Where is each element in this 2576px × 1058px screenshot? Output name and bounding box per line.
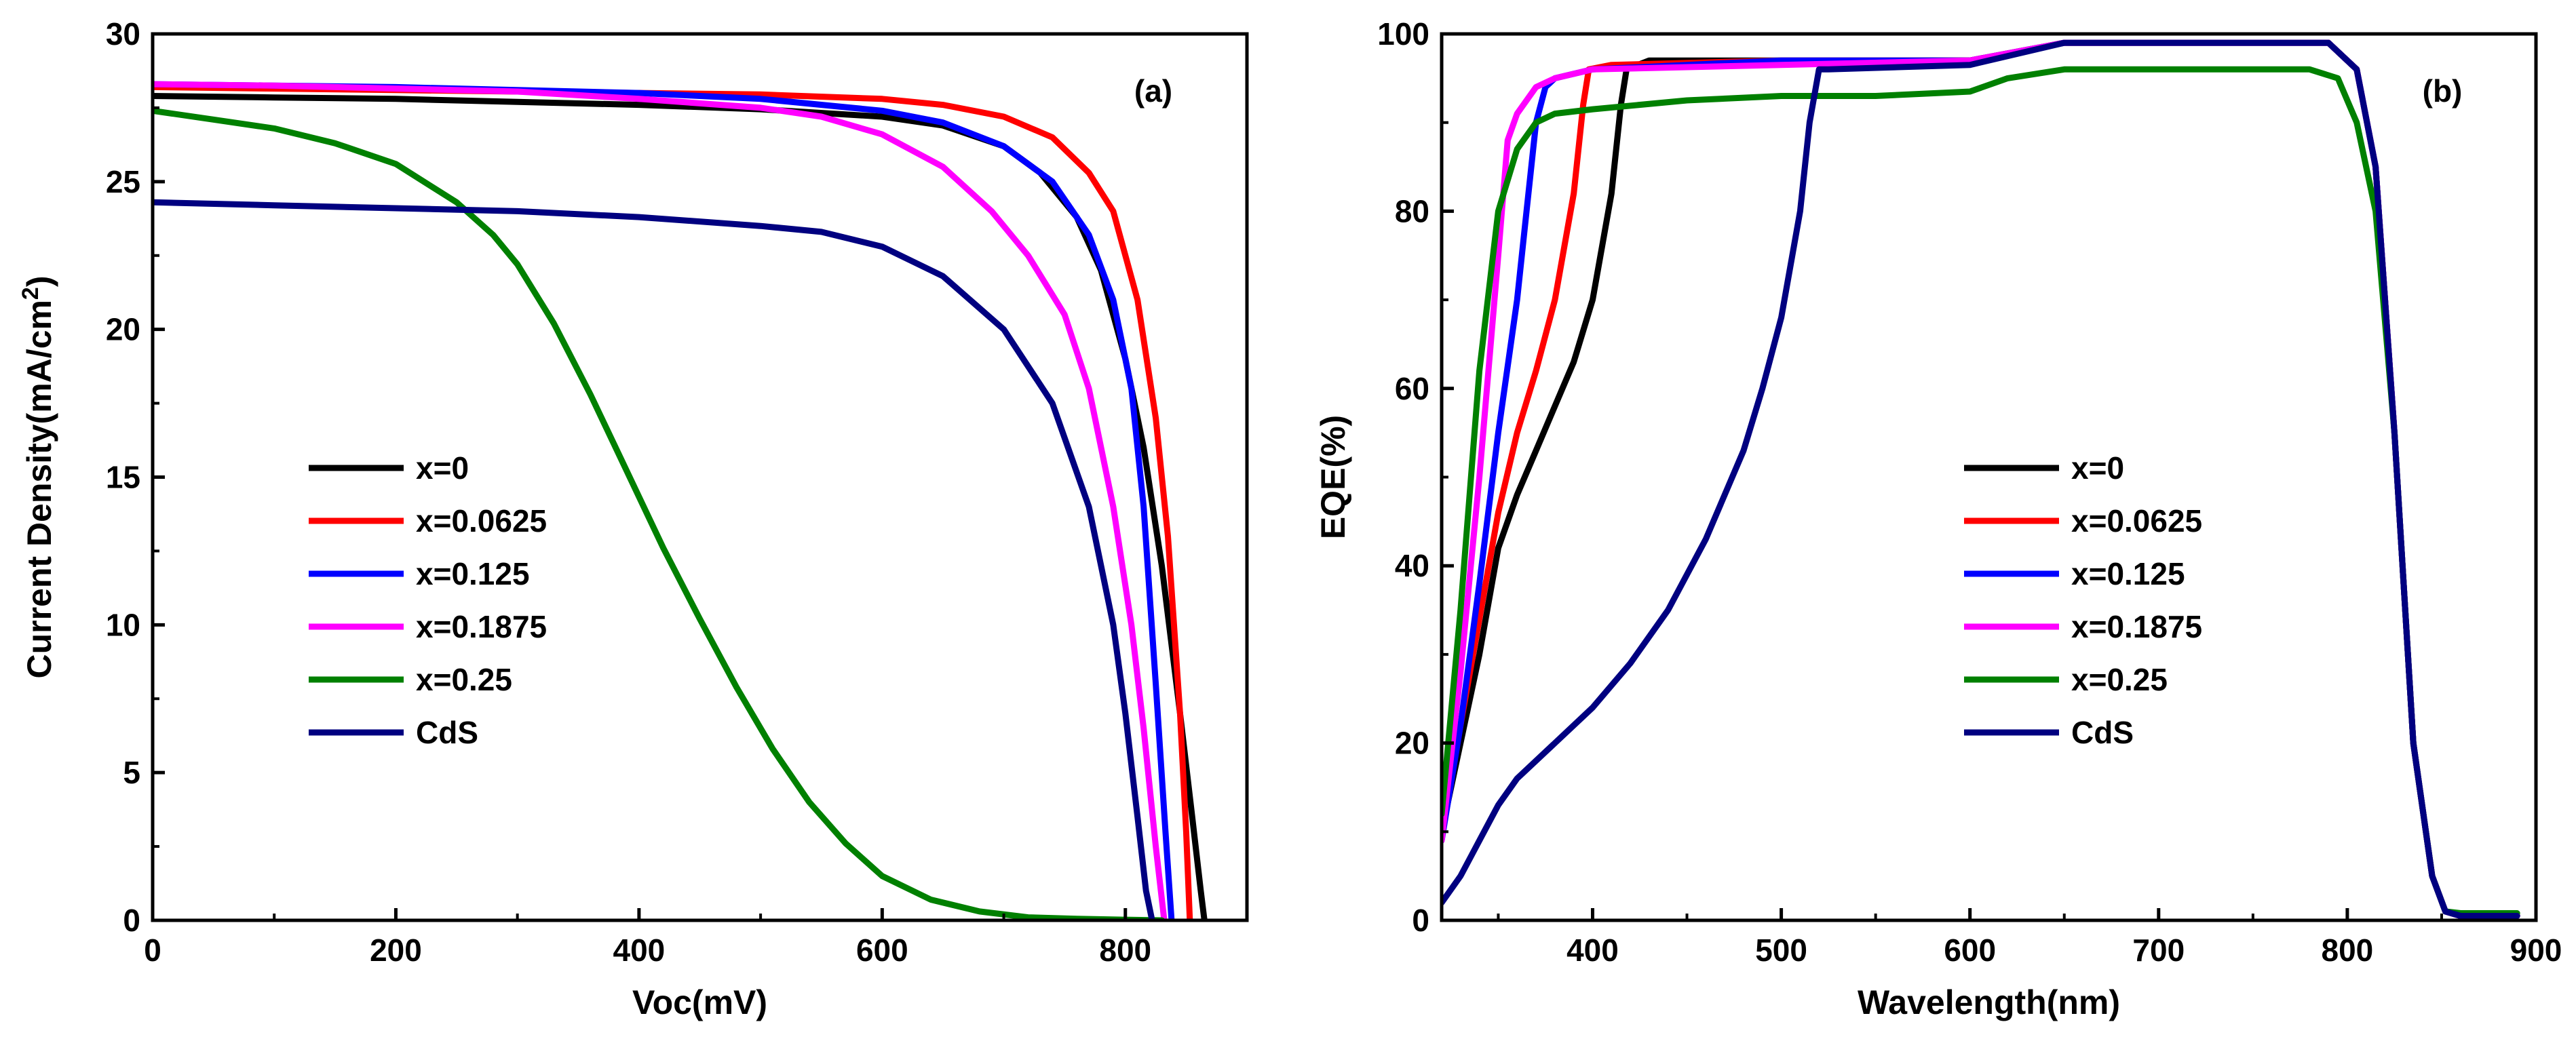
series-line-x-0 — [1442, 39, 2520, 919]
x-tick-label: 200 — [370, 933, 422, 968]
y-tick-label: 25 — [106, 164, 140, 199]
y-tick-label: 20 — [1395, 726, 1429, 761]
x-tick-label: 400 — [1566, 933, 1619, 968]
legend-label: x=0.1875 — [416, 609, 547, 644]
series-line-cds — [153, 199, 1155, 920]
series-lines — [153, 81, 1208, 920]
y-tick-label: 15 — [106, 460, 140, 495]
x-tick-label: 800 — [1099, 933, 1151, 968]
series-lines — [1442, 39, 2520, 919]
y-tick-label: 80 — [1395, 193, 1429, 229]
legend-label: x=0.25 — [2071, 662, 2168, 697]
panel-label: (a) — [1134, 73, 1172, 109]
panel-a-chart: 0 200 400 600 800 0 5 10 15 20 25 30 Voc(mV) Current … — [18, 16, 1249, 1021]
x-axis-title: Voc(mV) — [632, 983, 767, 1021]
series-line-x-0-0625 — [153, 83, 1193, 920]
plot-frame — [1440, 32, 2538, 922]
panel-b-chart: 400 500 600 700 800 900 0 20 40 60 80 100 Wavelength… — [1314, 16, 2562, 1021]
x-tick-label: 900 — [2510, 933, 2562, 968]
x-tick-label: 0 — [144, 933, 161, 968]
y-tick-label: 40 — [1395, 548, 1429, 583]
y-tick-label: 60 — [1395, 371, 1429, 406]
legend-label: x=0.125 — [2071, 556, 2185, 591]
series-line-x-0-1875 — [1442, 39, 2520, 919]
x-tick-label: 700 — [2132, 933, 2185, 968]
legend-label: x=0.25 — [416, 662, 512, 697]
x-tick-label: 600 — [1944, 933, 1996, 968]
legend-label: x=0 — [416, 450, 469, 486]
series-line-x-0-0625 — [1442, 39, 2520, 919]
legend-label: CdS — [2071, 715, 2134, 750]
legend-label: x=0.0625 — [416, 503, 547, 538]
legend-label: x=0.125 — [416, 556, 530, 591]
x-axis-title: Wavelength(nm) — [1858, 983, 2120, 1021]
y-tick-label: 10 — [106, 607, 140, 642]
panel-label: (b) — [2423, 73, 2463, 109]
y-tick-label: 30 — [106, 16, 140, 52]
y-tick-label: 0 — [1412, 903, 1429, 938]
y-axis-title: EQE(%) — [1314, 415, 1352, 539]
series-line-x-0-25 — [1442, 66, 2520, 916]
y-tick-label: 100 — [1377, 16, 1429, 52]
legend: x=0 x=0.0625 x=0.125 x=0.1875 x=0.25 CdS — [309, 450, 547, 750]
legend-label: x=0.0625 — [2071, 503, 2202, 538]
series-line-x-0-25 — [153, 107, 1165, 920]
y-tick-label: 20 — [106, 312, 140, 347]
x-tick-label: 400 — [613, 933, 666, 968]
legend: x=0 x=0.0625 x=0.125 x=0.1875 x=0.25 CdS — [1964, 450, 2202, 750]
x-tick-label: 500 — [1755, 933, 1807, 968]
legend-label: x=0 — [2071, 450, 2124, 486]
y-axis-title: Current Density(mA/cm2) — [18, 275, 58, 678]
y-tick-label: 5 — [123, 755, 140, 790]
x-tick-label: 600 — [856, 933, 908, 968]
x-tick-label: 800 — [2322, 933, 2374, 968]
legend-label: x=0.1875 — [2071, 609, 2202, 644]
y-tick-label: 0 — [123, 903, 140, 938]
series-line-x-0-125 — [1442, 39, 2520, 919]
series-line-cds — [1442, 39, 2520, 919]
series-line-x-0-125 — [153, 81, 1175, 920]
series-line-x-0-1875 — [153, 81, 1168, 920]
legend-label: CdS — [416, 715, 478, 750]
